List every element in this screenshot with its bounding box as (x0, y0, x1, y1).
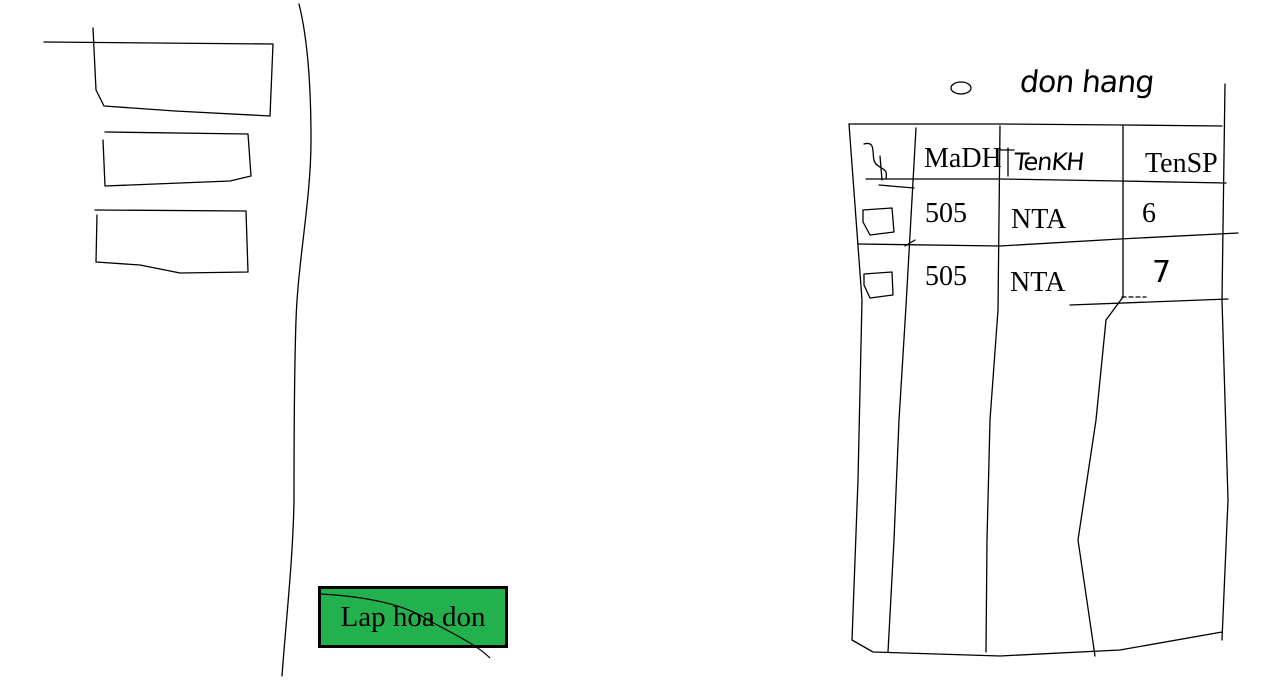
text-field-1[interactable] (98, 46, 270, 108)
column-header-madh: MaDH (924, 143, 1002, 174)
field-outline-1 (43, 27, 274, 117)
row-1-tenkh: NTA (1011, 204, 1067, 235)
col-tenkh-header-scribble (999, 147, 1015, 177)
field-outline-2 (102, 131, 252, 187)
col-select-header-scribble (863, 142, 888, 181)
table-title: don hang (1018, 65, 1156, 100)
row-1-madh: 505 (925, 198, 967, 229)
text-field-2[interactable] (106, 134, 250, 184)
row-2-tensp: 7 (1152, 255, 1171, 290)
field-outline-3 (94, 209, 249, 274)
circle-radio-icon[interactable] (950, 81, 972, 95)
column-header-st: St (864, 148, 882, 170)
create-invoice-button[interactable]: Lap hoa don (318, 586, 508, 648)
row-2-tenkh: NTA (1010, 267, 1066, 298)
row-1-tensp: 6 (1142, 198, 1156, 229)
orders-table-grid (848, 83, 1239, 657)
column-header-tensp: TenSP (1145, 148, 1218, 179)
panel-divider (281, 3, 312, 677)
text-field-3[interactable] (97, 212, 247, 270)
create-invoice-button-label: Lap hoa don (340, 600, 486, 633)
row-2-madh: 505 (925, 261, 967, 292)
row-2-checkbox[interactable] (863, 271, 894, 299)
column-header-tenkh: TenKH (1012, 148, 1085, 176)
row-1-checkbox[interactable] (862, 207, 895, 236)
